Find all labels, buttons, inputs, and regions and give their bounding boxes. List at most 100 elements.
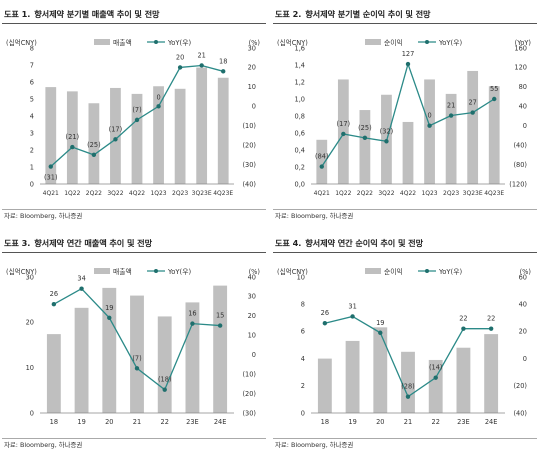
- data-label: 26: [50, 290, 58, 298]
- bar: [217, 77, 229, 184]
- source-rule: [273, 438, 537, 439]
- y2-tick-label: 0: [523, 122, 527, 130]
- bar: [196, 67, 208, 184]
- yoy-point: [134, 117, 140, 123]
- data-label: 26: [321, 309, 329, 317]
- bar: [424, 79, 435, 184]
- x-tick-label: 4Q21: [43, 190, 59, 197]
- bar: [213, 285, 228, 413]
- data-label: (17): [109, 125, 123, 133]
- legend: 순이익 YoY(우): [365, 38, 462, 47]
- x-tick-label: 22: [161, 418, 169, 426]
- bar: [345, 340, 360, 413]
- y-tick-label: 1: [30, 163, 34, 171]
- y2-tick-label: (40): [242, 180, 256, 188]
- data-label: (7): [132, 106, 141, 114]
- data-label: 27: [468, 99, 476, 107]
- bar: [484, 334, 499, 413]
- yoy-point: [350, 314, 355, 319]
- bar: [317, 358, 332, 413]
- y-tick-label: 0,8: [295, 112, 306, 120]
- y-tick-label: 30: [26, 273, 34, 281]
- bar: [467, 70, 479, 184]
- legend-bar-label: 순이익: [384, 267, 403, 276]
- x-tick-label: 3Q23E: [463, 190, 483, 197]
- chart-title: 도표 2. 향서제약 분기별 순이익 추이 및 전망: [275, 9, 431, 19]
- y-tick-label: 10: [297, 273, 305, 281]
- chart-1: (십억CNY) (%) 매출액 YoY(우) 0 1 2 3 4 5 6 7 8 (40) (30) (20)…: [6, 38, 260, 197]
- x-tick-label: 2Q23: [172, 190, 188, 197]
- y-tick-label: 10: [26, 364, 34, 372]
- source-note: 자료: Bloomberg, 하나증권: [275, 212, 354, 220]
- data-label: 127: [402, 50, 415, 58]
- data-label: 0: [156, 93, 160, 101]
- y2-tick-label: 0: [252, 351, 256, 359]
- y2-axis-unit: (%): [520, 268, 531, 276]
- data-label: 21: [197, 51, 205, 59]
- data-label: (17): [337, 120, 351, 128]
- y2-tick-label: 120: [514, 64, 527, 72]
- data-label: 19: [376, 319, 384, 327]
- y-tick-label: 4: [301, 355, 305, 363]
- y2-tick-label: (80): [513, 161, 527, 169]
- data-label: (32): [380, 127, 394, 135]
- yoy-point: [113, 137, 118, 142]
- data-label: 21: [447, 102, 455, 110]
- bar: [373, 327, 388, 413]
- x-tick-label: 1Q22: [64, 190, 80, 197]
- x-tick-label: 18: [50, 418, 58, 426]
- y2-tick-label: 80: [519, 83, 527, 91]
- bar: [46, 334, 61, 413]
- source-note: 자료: Bloomberg, 하나증권: [275, 441, 354, 449]
- y2-tick-label: 0: [252, 103, 256, 111]
- x-tick-label: 19: [348, 418, 356, 426]
- y2-tick-label: 40: [519, 301, 527, 309]
- y-tick-label: 0,0: [295, 180, 306, 188]
- y2-tick-label: (10): [242, 370, 256, 378]
- yoy-point: [492, 96, 497, 102]
- y2-tick-label: 10: [248, 83, 256, 91]
- y2-tick-label: 20: [519, 328, 527, 336]
- y-tick-label: 0,4: [295, 146, 306, 154]
- chart-2: (십억CNY) (YoY) 순이익 YoY(우) 0,0 0,2 0,4 0,6 0,8 1,0 1…: [277, 38, 531, 197]
- data-label: 18: [219, 57, 227, 65]
- y-axis-unit: (십억CNY): [6, 38, 37, 47]
- data-label: (31): [44, 174, 58, 182]
- data-label: 55: [490, 85, 498, 93]
- y2-tick-label: (20): [242, 390, 256, 398]
- yoy-point: [48, 164, 53, 169]
- x-tick-label: 21: [133, 418, 141, 426]
- legend-bar-swatch: [365, 268, 381, 274]
- y-tick-label: 1,2: [295, 78, 306, 86]
- title-rule: [2, 23, 266, 24]
- data-label: (21): [66, 133, 80, 141]
- data-label: 20: [176, 53, 184, 61]
- source-rule: [2, 438, 266, 439]
- x-tick-label: 18: [321, 418, 329, 426]
- y2-tick-label: 20: [248, 64, 256, 72]
- legend-line-marker: [154, 40, 158, 44]
- bar: [488, 86, 500, 184]
- y2-tick-label: 40: [248, 273, 256, 281]
- x-tick-label: 19: [77, 418, 85, 426]
- data-label: 22: [459, 315, 467, 323]
- legend-bar-swatch: [94, 39, 110, 45]
- yoy-point: [384, 139, 389, 144]
- bar: [359, 110, 371, 184]
- bar: [131, 93, 143, 184]
- yoy-point: [488, 326, 494, 331]
- chart-4: (십억CNY) (%) 순이익 YoY(우) 0 2 4 6 8 10 (40) (20) 0 20 40 6…: [277, 267, 531, 426]
- data-label: 15: [216, 312, 224, 320]
- data-label: (84): [315, 153, 329, 161]
- legend-bar-label: 순이익: [384, 38, 403, 47]
- chart-panel-3: 도표 3. 향서제약 연간 매출액 추이 및 전망 (십억CNY) (%) 매출액 Yo…: [2, 231, 266, 453]
- chart-title: 도표 3. 향서제약 연간 매출액 추이 및 전망: [4, 238, 153, 248]
- yoy-point: [341, 131, 346, 137]
- data-label: (25): [87, 141, 101, 149]
- chart-title: 도표 1. 향서제약 분기별 매출액 추이 및 전망: [4, 9, 160, 19]
- x-tick-label: 4Q23E: [484, 190, 504, 197]
- x-tick-label: 1Q23: [150, 190, 166, 197]
- x-tick-label: 20: [105, 418, 113, 426]
- bar: [66, 91, 78, 184]
- bar: [316, 139, 328, 184]
